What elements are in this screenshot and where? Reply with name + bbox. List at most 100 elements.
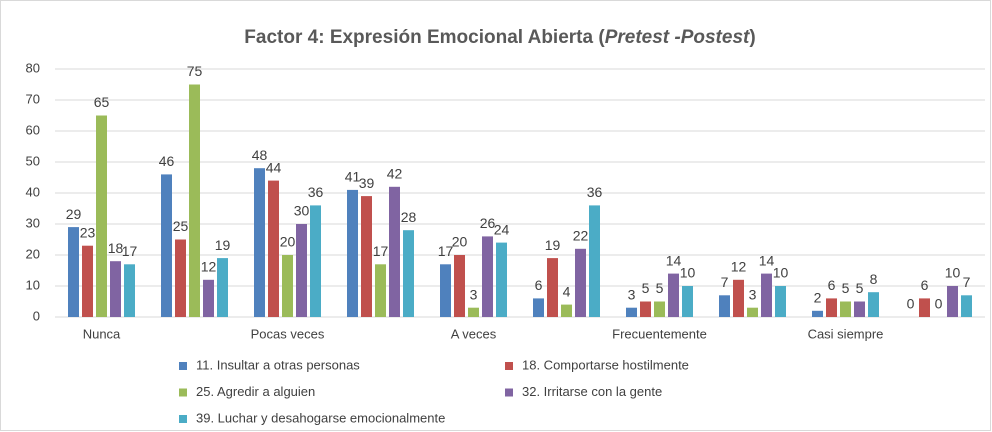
bar	[575, 248, 586, 317]
bar	[496, 242, 507, 317]
chart-title: Factor 4: Expresión Emocional Abierta (P…	[244, 27, 755, 48]
bar	[840, 301, 851, 317]
value-label: 5	[842, 280, 850, 296]
bar	[440, 264, 451, 317]
value-label: 3	[628, 286, 636, 302]
bar	[175, 239, 186, 317]
value-label: 65	[94, 94, 110, 110]
value-label: 4	[563, 283, 571, 299]
bar	[217, 258, 228, 317]
value-label: 3	[470, 286, 478, 302]
bar	[682, 286, 693, 317]
value-label: 41	[345, 169, 361, 185]
value-label: 36	[587, 184, 603, 200]
y-tick-label: 20	[26, 246, 40, 261]
value-label: 7	[721, 274, 729, 290]
value-label: 5	[656, 280, 664, 296]
value-label: 2	[814, 290, 822, 306]
bar	[589, 205, 600, 317]
bar	[310, 205, 321, 317]
legend-label: 18. Comportarse hostilmente	[522, 357, 689, 372]
title-part: Pretest -Postest	[605, 27, 750, 48]
bar	[961, 295, 972, 317]
value-label: 5	[642, 280, 650, 296]
bar	[403, 230, 414, 317]
bar	[761, 273, 772, 317]
legend-label: 39. Luchar y desahogarse emocionalmente	[196, 410, 445, 425]
value-label: 25	[173, 218, 189, 234]
y-tick-label: 40	[26, 184, 40, 199]
bar	[296, 224, 307, 317]
legend-swatch	[179, 415, 187, 423]
value-label: 18	[108, 240, 124, 256]
bar	[826, 298, 837, 317]
title-part: Factor 4: Expresión Emocional Abierta (	[244, 27, 605, 48]
legend-label: 11. Insultar a otras personas	[196, 357, 360, 372]
value-label: 10	[773, 265, 789, 281]
bar	[668, 273, 679, 317]
y-tick-label: 80	[26, 60, 40, 75]
bar	[347, 189, 358, 317]
legend-swatch	[505, 362, 513, 370]
value-label: 6	[828, 277, 836, 293]
value-label: 20	[452, 234, 468, 250]
bar	[719, 295, 730, 317]
bar	[919, 298, 930, 317]
y-tick-label: 0	[33, 308, 40, 323]
value-label: 44	[266, 159, 282, 175]
bar	[189, 84, 200, 317]
bar	[626, 307, 637, 317]
bar	[533, 298, 544, 317]
x-tick-label: Pocas veces	[251, 326, 325, 341]
bar	[361, 196, 372, 317]
bar	[561, 304, 572, 317]
value-label: 12	[201, 259, 217, 275]
value-label: 6	[921, 277, 929, 293]
bar	[454, 255, 465, 317]
y-tick-label: 30	[26, 215, 40, 230]
bar	[868, 292, 879, 317]
value-label: 46	[159, 153, 175, 169]
value-label: 48	[252, 147, 268, 163]
value-label: 3	[749, 286, 757, 302]
value-label: 26	[480, 215, 496, 231]
bar	[268, 180, 279, 317]
y-tick-label: 60	[26, 122, 40, 137]
x-tick-label: Nunca	[83, 326, 121, 341]
bar	[68, 227, 79, 317]
value-label: 23	[80, 224, 96, 240]
bar	[468, 307, 479, 317]
bar	[747, 307, 758, 317]
value-label: 7	[963, 274, 971, 290]
value-label: 10	[680, 265, 696, 281]
value-label: 19	[545, 237, 561, 253]
value-label: 17	[122, 243, 138, 259]
legend-swatch	[179, 362, 187, 370]
value-label: 19	[215, 237, 231, 253]
value-label: 17	[373, 243, 389, 259]
bar	[812, 310, 823, 317]
value-label: 5	[856, 280, 864, 296]
bar	[947, 286, 958, 317]
bar	[203, 279, 214, 317]
value-label: 0	[935, 296, 943, 312]
value-label: 42	[387, 166, 403, 182]
bar	[389, 186, 400, 317]
y-tick-label: 10	[26, 277, 40, 292]
value-label: 28	[401, 209, 417, 225]
legend-swatch	[505, 388, 513, 397]
value-label: 24	[494, 221, 510, 237]
x-tick-label: Frecuentemente	[612, 326, 707, 341]
bar	[854, 301, 865, 317]
legend-label: 32. Irritarse con la gente	[522, 384, 662, 399]
value-label: 39	[359, 175, 375, 191]
value-label: 20	[280, 234, 296, 250]
bar	[654, 301, 665, 317]
bar	[640, 301, 651, 317]
value-label: 10	[945, 265, 961, 281]
x-tick-label: Casi siempre	[808, 326, 884, 341]
value-label: 0	[907, 296, 915, 312]
value-label: 22	[573, 228, 589, 244]
